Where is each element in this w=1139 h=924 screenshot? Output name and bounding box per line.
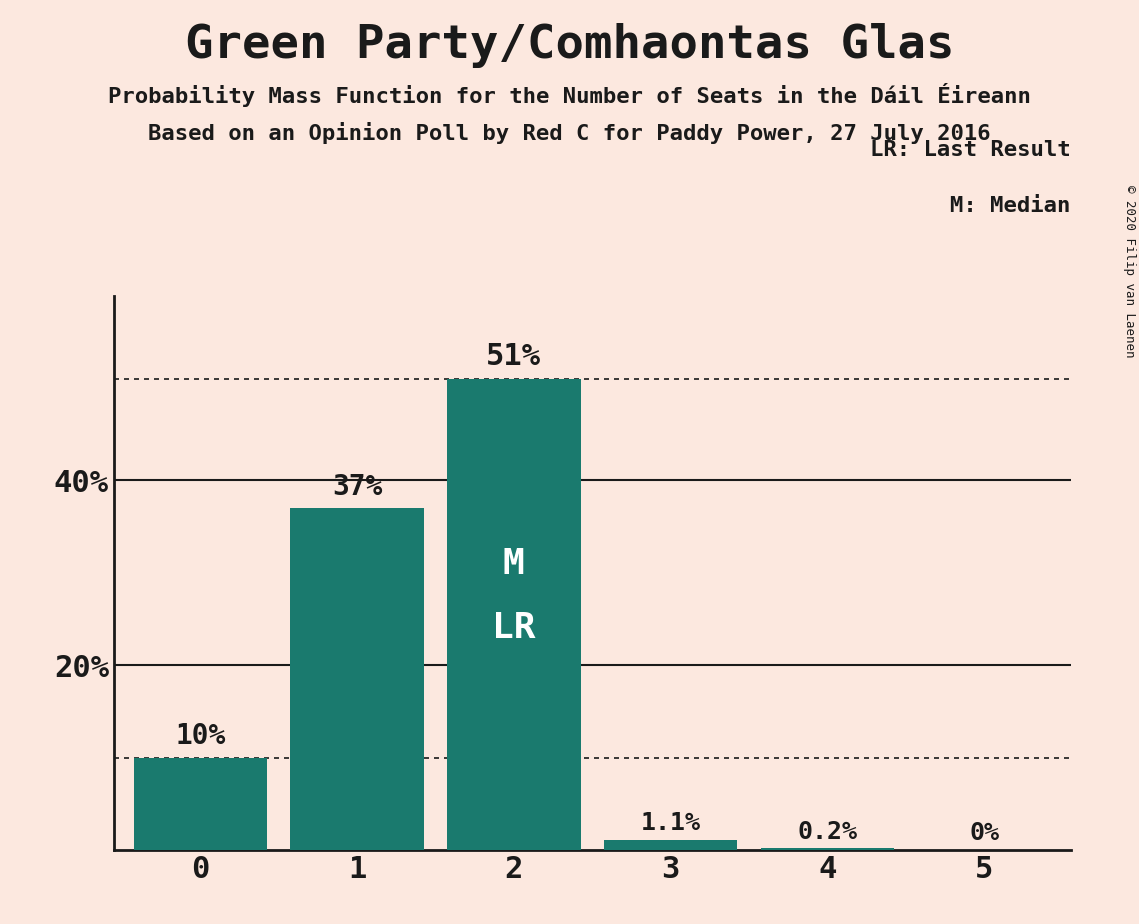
Text: 10%: 10% — [175, 723, 226, 750]
Bar — [448, 379, 581, 850]
Text: LR: LR — [492, 612, 535, 645]
Bar — [761, 848, 894, 850]
Bar — [133, 758, 267, 850]
Text: Green Party/Comhaontas Glas: Green Party/Comhaontas Glas — [185, 23, 954, 68]
Text: LR: Last Result: LR: Last Result — [870, 140, 1071, 161]
Text: Based on an Opinion Poll by Red C for Paddy Power, 27 July 2016: Based on an Opinion Poll by Red C for Pa… — [148, 122, 991, 144]
Text: © 2020 Filip van Laenen: © 2020 Filip van Laenen — [1123, 185, 1137, 358]
Bar — [290, 508, 424, 850]
Text: M: Median: M: Median — [950, 196, 1071, 216]
Text: 51%: 51% — [486, 343, 541, 371]
Text: M: M — [503, 547, 525, 580]
Text: Probability Mass Function for the Number of Seats in the Dáil Éireann: Probability Mass Function for the Number… — [108, 83, 1031, 107]
Text: 1.1%: 1.1% — [641, 811, 700, 835]
Bar — [604, 840, 737, 850]
Text: 0%: 0% — [969, 821, 999, 845]
Text: 0.2%: 0.2% — [797, 820, 858, 844]
Text: 37%: 37% — [331, 473, 383, 501]
